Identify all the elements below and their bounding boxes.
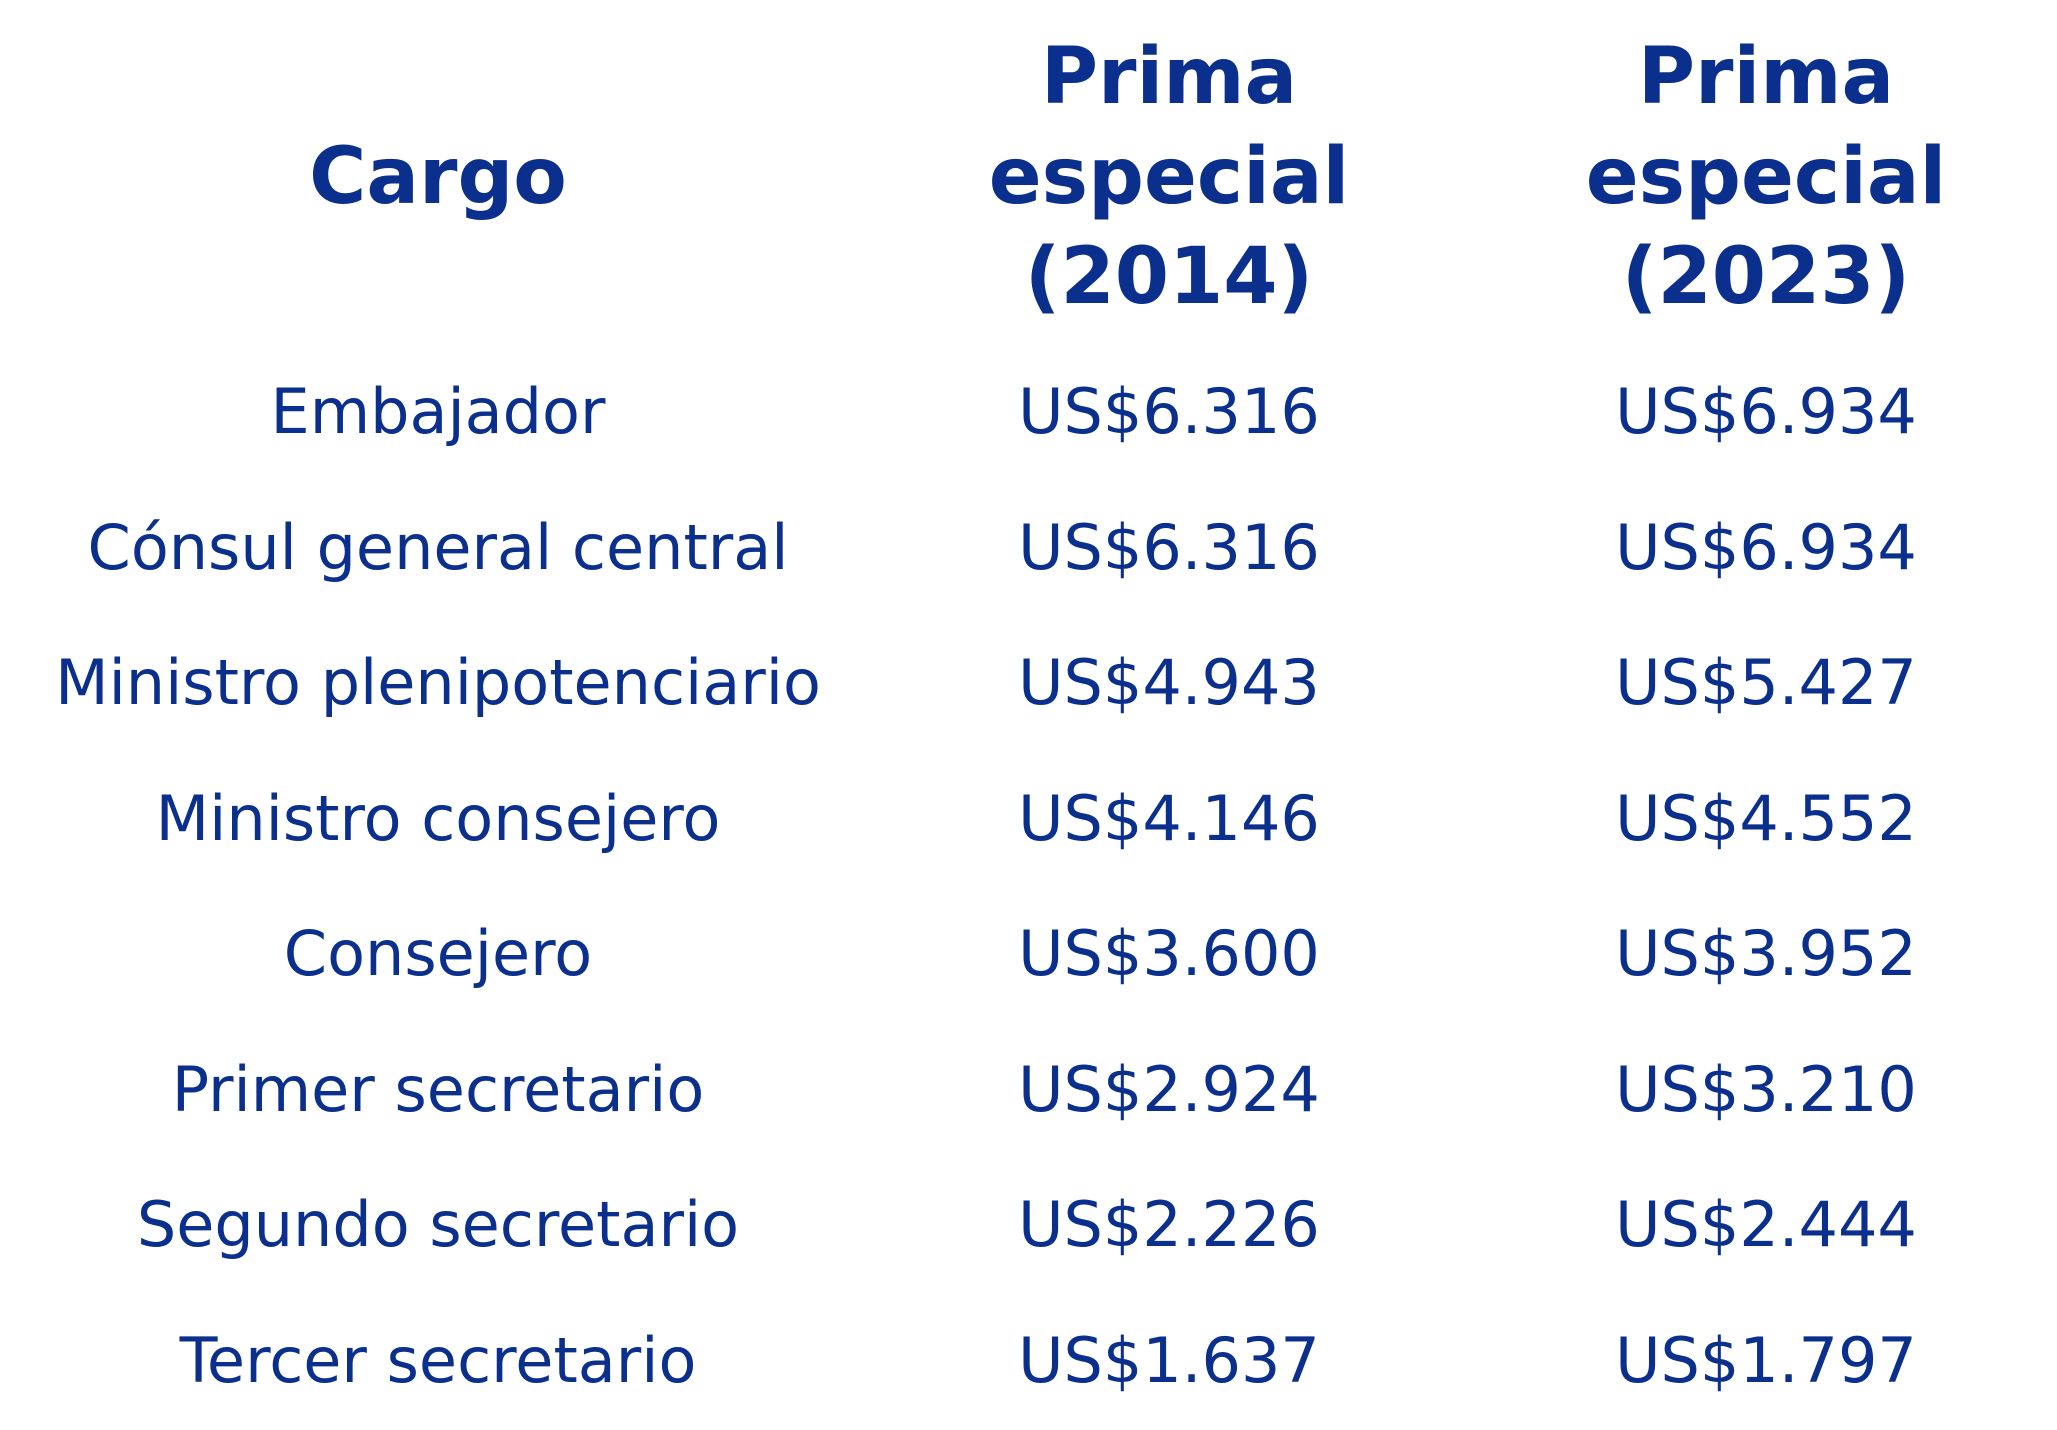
cell-value: US$1.637 bbox=[1018, 1323, 1320, 1397]
cell-value: US$3.952 bbox=[1615, 917, 1917, 990]
row-label: Consejero bbox=[283, 917, 593, 990]
cell-value: US$4.146 bbox=[1018, 781, 1320, 855]
cell-value: US$3.210 bbox=[1615, 1052, 1917, 1126]
cell-value: US$5.427 bbox=[1615, 646, 1917, 719]
cell-value: US$3.600 bbox=[1018, 917, 1320, 990]
row-label: Ministro plenipotenciario bbox=[55, 646, 821, 719]
cell-value: US$4.943 bbox=[1018, 646, 1320, 719]
cell-value: US$6.934 bbox=[1615, 375, 1917, 448]
row-label: Segundo secretario bbox=[136, 1188, 740, 1261]
cell-value: US$2.444 bbox=[1615, 1188, 1917, 1261]
row-label: Cónsul general central bbox=[87, 510, 789, 584]
column-header: Prima especial (2023) bbox=[1585, 32, 1947, 322]
row-label: Tercer secretario bbox=[179, 1323, 697, 1397]
cell-value: US$6.934 bbox=[1615, 510, 1917, 584]
row-label: Primer secretario bbox=[171, 1052, 705, 1126]
cell-value: US$6.316 bbox=[1018, 375, 1320, 448]
column-header: Prima especial (2014) bbox=[988, 32, 1350, 322]
row-label: Embajador bbox=[270, 375, 606, 448]
cell-value: US$4.552 bbox=[1615, 781, 1917, 855]
cell-value: US$2.924 bbox=[1018, 1052, 1320, 1126]
cell-value: US$1.797 bbox=[1615, 1323, 1917, 1397]
cell-value: US$2.226 bbox=[1018, 1188, 1320, 1261]
row-label: Ministro consejero bbox=[155, 781, 721, 855]
column-header: Cargo bbox=[309, 132, 567, 222]
cell-value: US$6.316 bbox=[1018, 510, 1320, 584]
